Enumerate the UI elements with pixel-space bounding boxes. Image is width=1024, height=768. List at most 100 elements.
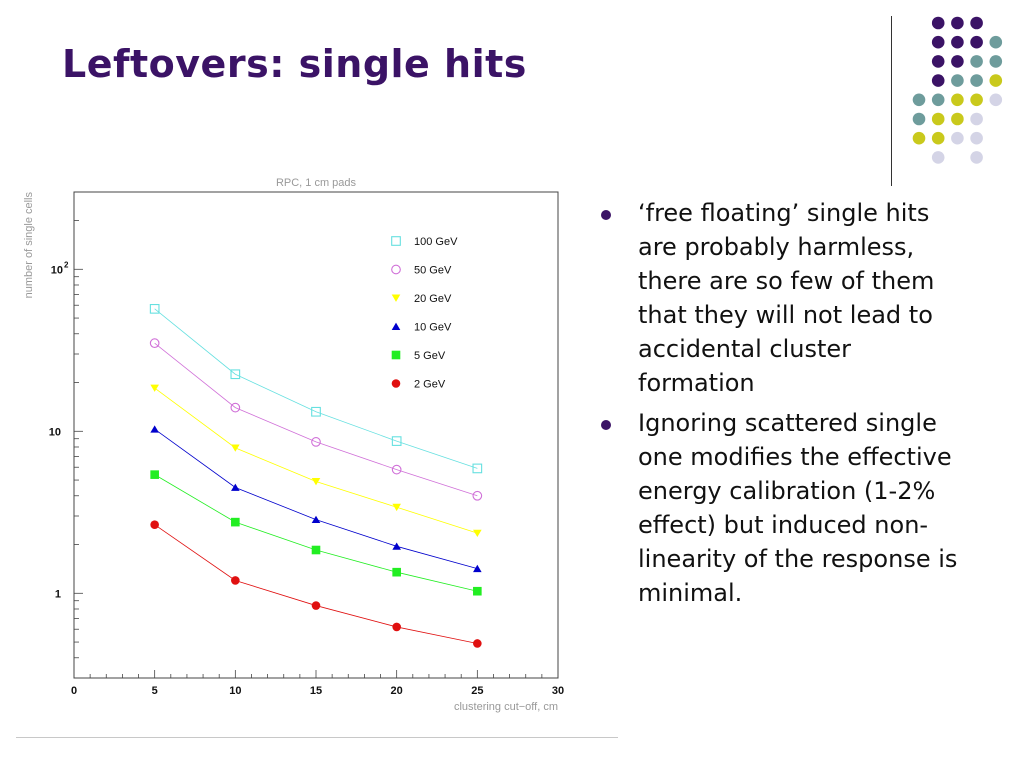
series-line xyxy=(154,524,478,644)
x-tick-label: 20 xyxy=(391,685,403,697)
y-tick-exponent: 2 xyxy=(64,260,69,269)
data-point xyxy=(231,483,240,491)
decorative-dot xyxy=(931,131,945,145)
decorative-dot xyxy=(931,112,945,126)
bullet-list: ‘free floating’ single hits are probably… xyxy=(598,196,958,616)
decorative-dot xyxy=(951,93,964,107)
decorative-dot xyxy=(931,74,945,87)
data-point xyxy=(311,478,321,486)
data-point xyxy=(149,338,160,349)
series xyxy=(149,338,483,501)
data-point xyxy=(149,303,160,314)
bullet-text: Ignoring scattered single one modifies t… xyxy=(638,409,958,607)
series-line xyxy=(154,308,478,469)
data-point xyxy=(231,576,240,585)
decorative-dot xyxy=(970,93,983,107)
series xyxy=(150,425,482,573)
y-tick-label: 10 xyxy=(51,264,63,276)
decorative-dot xyxy=(989,74,1003,87)
series xyxy=(150,384,482,538)
legend-marker xyxy=(391,379,401,388)
decorative-dot xyxy=(951,55,964,68)
decorative-dot xyxy=(951,35,964,49)
data-point xyxy=(230,369,241,380)
data-point xyxy=(150,384,159,392)
decorative-dot xyxy=(970,55,983,68)
data-point xyxy=(391,464,402,475)
series-line xyxy=(154,387,478,534)
legend-marker xyxy=(391,264,401,275)
decorative-dot xyxy=(931,16,945,30)
data-point xyxy=(150,425,159,433)
series xyxy=(150,520,482,648)
legend-label: 10 GeV xyxy=(414,322,452,334)
data-point xyxy=(472,490,483,501)
bullet-dot-icon xyxy=(601,420,611,430)
data-point xyxy=(473,586,482,596)
decorative-vertical-divider xyxy=(891,16,892,186)
decorative-dot xyxy=(970,16,983,30)
legend-marker xyxy=(391,322,401,330)
decorative-dot xyxy=(912,131,926,145)
legend-marker xyxy=(391,350,401,360)
footer-divider xyxy=(16,737,618,738)
data-point xyxy=(150,470,159,479)
data-point xyxy=(231,517,240,527)
series xyxy=(149,303,483,474)
x-tick-label: 10 xyxy=(229,685,241,697)
legend: 100 GeV 50 GeV 20 GeV 10 GeV 5 GeV 2 GeV xyxy=(391,236,458,391)
data-point xyxy=(473,529,482,538)
decorative-dot xyxy=(912,112,926,126)
decorative-dot xyxy=(951,16,964,30)
y-tick-label: 10 xyxy=(49,426,61,438)
legend-label: 100 GeV xyxy=(414,236,458,248)
data-point xyxy=(391,436,402,446)
data-point xyxy=(150,520,159,530)
series-line xyxy=(154,474,478,592)
decorative-dot xyxy=(931,93,945,107)
data-point xyxy=(311,437,321,447)
decorative-dot xyxy=(931,55,945,68)
data-point xyxy=(392,622,401,632)
series xyxy=(150,470,482,596)
legend-marker xyxy=(391,294,401,302)
slide-title: Leftovers: single hits xyxy=(62,42,527,86)
data-point xyxy=(311,406,321,417)
data-point xyxy=(473,639,482,648)
bullet-text: ‘free floating’ single hits are probably… xyxy=(638,199,935,397)
decorative-dot xyxy=(970,112,983,126)
data-point xyxy=(472,463,483,474)
decorative-dot xyxy=(951,74,964,87)
data-point xyxy=(230,402,241,413)
legend-marker xyxy=(391,236,401,246)
decorative-dot xyxy=(912,93,926,107)
x-tick-label: 15 xyxy=(310,685,322,697)
legend-label: 5 GeV xyxy=(414,350,446,362)
decorative-dot-grid xyxy=(912,16,1003,164)
data-point xyxy=(231,444,240,452)
data-point xyxy=(392,542,401,550)
decorative-dot xyxy=(970,35,983,49)
legend-label: 50 GeV xyxy=(414,265,452,277)
legend-label: 2 GeV xyxy=(414,379,446,391)
decorative-dot xyxy=(931,151,945,164)
x-tick-label: 5 xyxy=(152,685,158,697)
legend-label: 20 GeV xyxy=(414,293,452,305)
bullet-item: Ignoring scattered single one modifies t… xyxy=(598,406,958,610)
decorative-dot xyxy=(951,112,964,126)
y-tick-label: 1 xyxy=(55,588,61,600)
decorative-dot xyxy=(970,151,983,164)
data-point xyxy=(473,564,482,573)
chart-title: RPC, 1 cm pads xyxy=(276,177,357,189)
x-tick-label: 0 xyxy=(71,685,77,697)
y-axis-label: number of single cells xyxy=(23,192,35,299)
decorative-dot xyxy=(970,131,983,145)
data-point xyxy=(392,503,401,512)
x-tick-label: 30 xyxy=(552,685,564,697)
data-point xyxy=(311,601,321,610)
decorative-dot xyxy=(989,35,1003,49)
data-point xyxy=(311,545,321,555)
decorative-dot xyxy=(951,131,964,145)
bullet-dot-icon xyxy=(601,210,611,220)
